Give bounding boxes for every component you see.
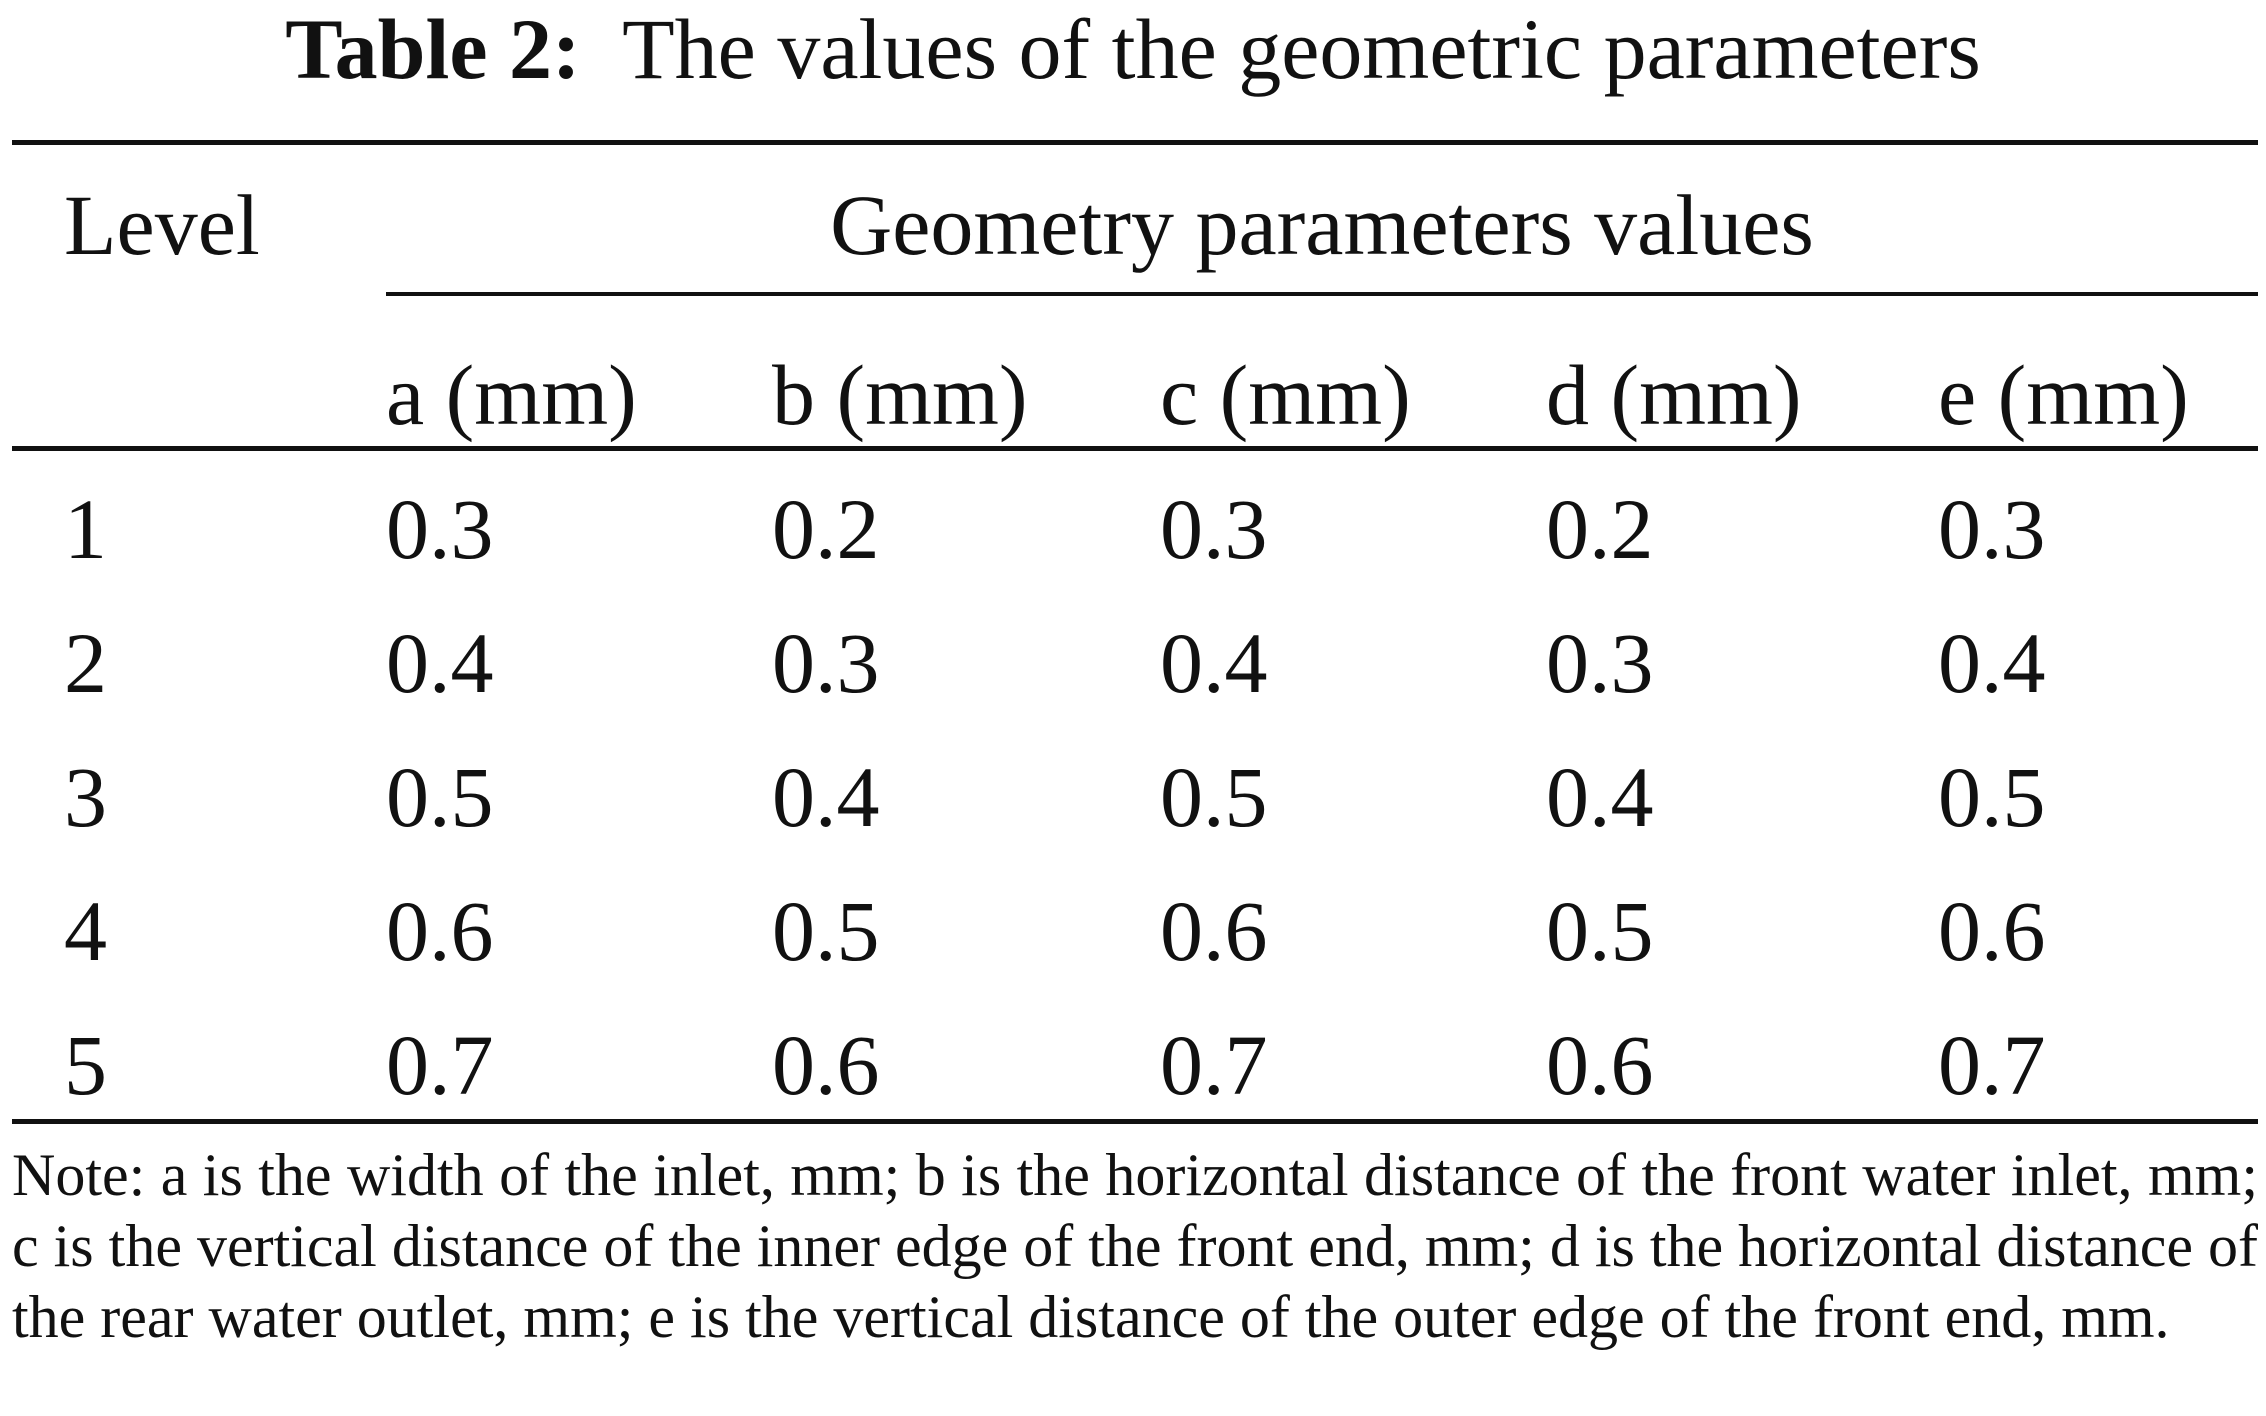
- table-cell-b: 0.3: [772, 615, 880, 711]
- table-cell-e: 0.4: [1938, 615, 2046, 711]
- table-cell-d: 0.5: [1546, 883, 1654, 979]
- table-cell-level: 4: [64, 883, 107, 979]
- column-header-level: Level: [64, 177, 260, 273]
- table-cell-e: 0.6: [1938, 883, 2046, 979]
- table-cell-level: 2: [64, 615, 107, 711]
- table-cell-a: 0.5: [386, 749, 494, 845]
- table-cell-level: 5: [64, 1017, 107, 1113]
- table-caption: Table 2: The values of the geometric par…: [0, 6, 2266, 92]
- table-cell-d: 0.4: [1546, 749, 1654, 845]
- table-cell-b: 0.4: [772, 749, 880, 845]
- column-header-d: d (mm): [1546, 347, 1802, 443]
- table-cell-c: 0.6: [1160, 883, 1268, 979]
- table-cell-level: 1: [64, 481, 107, 577]
- table-cell-level: 3: [64, 749, 107, 845]
- table-cell-a: 0.7: [386, 1017, 494, 1113]
- table-caption-text: The values of the geometric parameters: [622, 1, 1981, 97]
- table-caption-label: Table 2:: [285, 1, 581, 97]
- table-cell-b: 0.6: [772, 1017, 880, 1113]
- table-cell-a: 0.3: [386, 481, 494, 577]
- table-top-rule: [12, 140, 2258, 145]
- table-cell-c: 0.3: [1160, 481, 1268, 577]
- column-header-c: c (mm): [1160, 347, 1411, 443]
- table-note: Note: a is the width of the inlet, mm; b…: [12, 1142, 2258, 1350]
- table-cell-e: 0.3: [1938, 481, 2046, 577]
- table-cell-d: 0.6: [1546, 1017, 1654, 1113]
- column-header-a: a (mm): [386, 347, 637, 443]
- table-header-rule: [12, 446, 2258, 451]
- table-cell-c: 0.5: [1160, 749, 1268, 845]
- table-cell-b: 0.2: [772, 481, 880, 577]
- table-cell-e: 0.7: [1938, 1017, 2046, 1113]
- table-cell-e: 0.5: [1938, 749, 2046, 845]
- column-group-header: Geometry parameters values: [830, 177, 1814, 273]
- column-header-e: e (mm): [1938, 347, 2189, 443]
- table-cell-a: 0.6: [386, 883, 494, 979]
- table-cell-b: 0.5: [772, 883, 880, 979]
- table-bottom-rule: [12, 1119, 2258, 1124]
- column-group-rule: [386, 292, 2258, 296]
- column-header-b: b (mm): [772, 347, 1028, 443]
- table-cell-d: 0.2: [1546, 481, 1654, 577]
- table-cell-a: 0.4: [386, 615, 494, 711]
- table-cell-c: 0.4: [1160, 615, 1268, 711]
- table-cell-d: 0.3: [1546, 615, 1654, 711]
- table-cell-c: 0.7: [1160, 1017, 1268, 1113]
